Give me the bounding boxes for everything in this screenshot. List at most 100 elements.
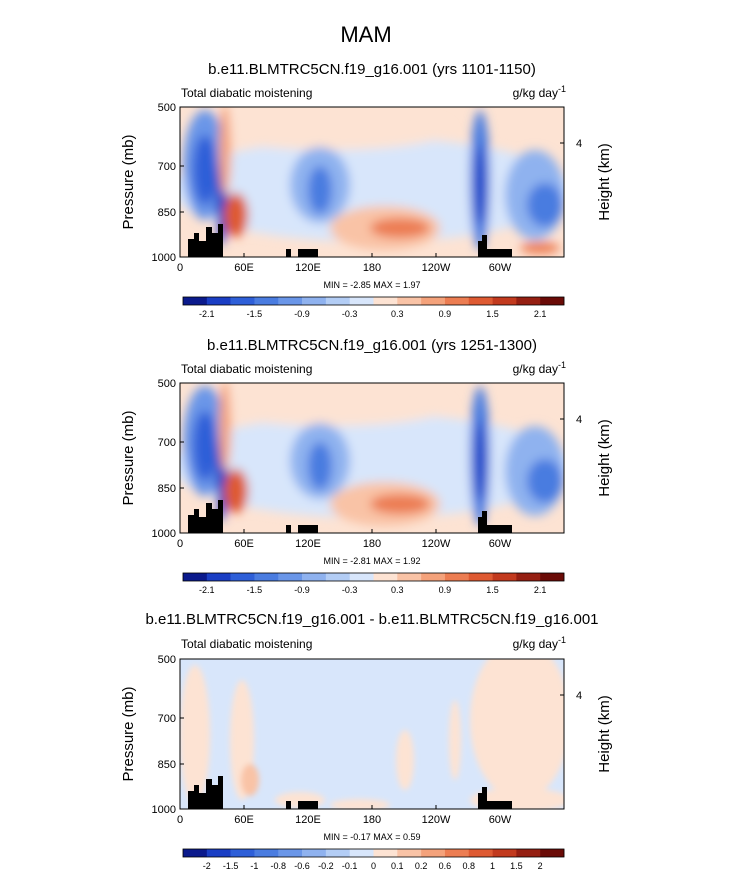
colorbar-swatch (254, 297, 279, 305)
colorbar-swatch (516, 573, 541, 581)
blob (180, 665, 210, 805)
colorbar-swatch (397, 849, 422, 857)
x-tick-label: 180 (363, 262, 381, 274)
panel-3: b.e11.BLMTRC5CN.f19_g16.001 - b.e11.BLMT… (120, 611, 613, 871)
topography-mask (286, 249, 291, 257)
colorbar-swatch (254, 573, 279, 581)
variable-label: Total diabatic moistening (181, 86, 312, 100)
colorbar-swatch (349, 849, 374, 857)
units-exponent: -1 (558, 84, 566, 94)
panel-1: b.e11.BLMTRC5CN.f19_g16.001 (yrs 1101-11… (120, 61, 613, 319)
blob (219, 383, 231, 471)
blob (193, 135, 217, 205)
y-tick-label: 850 (158, 759, 176, 771)
colorbar-frame (182, 296, 565, 306)
blob (449, 700, 461, 780)
colorbar-label: 0.6 (439, 861, 452, 871)
colorbar-swatch (492, 849, 517, 857)
colorbar-swatch (230, 573, 255, 581)
blob (224, 193, 248, 237)
x-tick-label: 180 (363, 538, 381, 550)
colorbar-swatch (492, 573, 517, 581)
blob (180, 414, 564, 518)
blob (330, 799, 390, 809)
colorbar-swatch (206, 573, 231, 581)
colorbar-swatch (302, 849, 327, 857)
colorbar-label: -1.5 (247, 585, 263, 595)
colorbar-label: -2.1 (199, 309, 215, 319)
colorbar-label: -0.3 (342, 309, 358, 319)
colorbar-label: 2.1 (534, 309, 547, 319)
colorbar-swatch (206, 297, 231, 305)
panel-title: b.e11.BLMTRC5CN.f19_g16.001 (yrs 1251-13… (207, 337, 537, 354)
colorbar-swatch (468, 849, 493, 857)
blob (396, 730, 414, 790)
colorbar-swatch (421, 849, 446, 857)
x-tick-label: 60W (489, 814, 512, 826)
x-axis: 0 60E 120E 180 120W 60W (177, 253, 512, 274)
colorbar-swatch (492, 297, 517, 305)
x-tick-label: 60E (234, 262, 254, 274)
colorbar-label: -2.1 (199, 585, 215, 595)
colorbar-frame (182, 572, 565, 582)
y-tick-label: 1000 (152, 252, 176, 264)
y2-axis: 4 Height (km) (560, 414, 613, 497)
colorbar-label: 0.2 (415, 861, 428, 871)
colorbar-swatch (230, 297, 255, 305)
blob (241, 764, 259, 796)
colorbar-label: 0 (371, 861, 376, 871)
colorbar-swatch (254, 849, 279, 857)
colorbar-swatch (278, 573, 303, 581)
colorbar-label: -0.2 (318, 861, 334, 871)
min-max-stats: MIN = -2.81 MAX = 1.92 (323, 556, 420, 566)
blob (520, 242, 560, 254)
colorbar-label: -2 (203, 861, 211, 871)
x-tick-label: 0 (177, 814, 183, 826)
y2-axis-label: Height (km) (596, 695, 613, 773)
colorbar-label: 1.5 (510, 861, 523, 871)
x-tick-label: 120W (422, 262, 451, 274)
topography-mask (188, 776, 223, 809)
colorbar: -2 -1.5 -1 -0.8 -0.6 -0.2 -0.1 0 0.1 0.2 0.6 0.8 1 1.… (182, 848, 565, 871)
colorbar-swatch (373, 573, 398, 581)
y-tick-label: 700 (158, 437, 176, 449)
colorbar-swatch (373, 297, 398, 305)
topography-mask (478, 511, 512, 533)
blob (210, 386, 450, 426)
colorbar-swatch (373, 849, 398, 857)
y2-axis: 4 Height (km) (560, 138, 613, 221)
colorbar-swatch (183, 573, 208, 581)
field-blobs (180, 383, 564, 526)
contour-field (180, 383, 564, 533)
x-tick-label: 60E (234, 814, 254, 826)
y2-axis: 4 Height (km) (560, 690, 613, 773)
colorbar-swatch (444, 297, 470, 305)
topography-mask (286, 525, 291, 533)
x-tick-label: 60W (489, 262, 512, 274)
colorbar-label: -1.5 (223, 861, 239, 871)
y-axis: 500 700 850 1000 Pressure (mb) (120, 378, 184, 540)
x-axis: 0 60E 120E 180 120W 60W (177, 529, 512, 550)
y-tick-label: 700 (158, 161, 176, 173)
colorbar-swatch (325, 573, 350, 581)
colorbar-swatch (540, 849, 565, 857)
panel-title: b.e11.BLMTRC5CN.f19_g16.001 - b.e11.BLMT… (145, 611, 598, 628)
colorbar-label: 0.3 (391, 309, 404, 319)
colorbar-label: -1 (250, 861, 258, 871)
blob (308, 166, 332, 214)
topography-mask (286, 801, 291, 809)
topography-mask (478, 235, 512, 257)
units-label: g/kg day-1 (513, 635, 566, 651)
min-max-stats: MIN = -2.85 MAX = 1.97 (323, 280, 420, 290)
y-tick-label: 850 (158, 207, 176, 219)
colorbar-swatch (325, 849, 350, 857)
blob (475, 421, 485, 501)
y-tick-label: 1000 (152, 804, 176, 816)
colorbar-swatch (302, 297, 327, 305)
colorbar-swatch (278, 297, 303, 305)
colorbar-label: -0.3 (342, 585, 358, 595)
field-blobs (180, 107, 564, 254)
x-tick-label: 120E (295, 262, 321, 274)
y2-tick-label: 4 (576, 138, 582, 150)
contour-field (180, 659, 564, 809)
